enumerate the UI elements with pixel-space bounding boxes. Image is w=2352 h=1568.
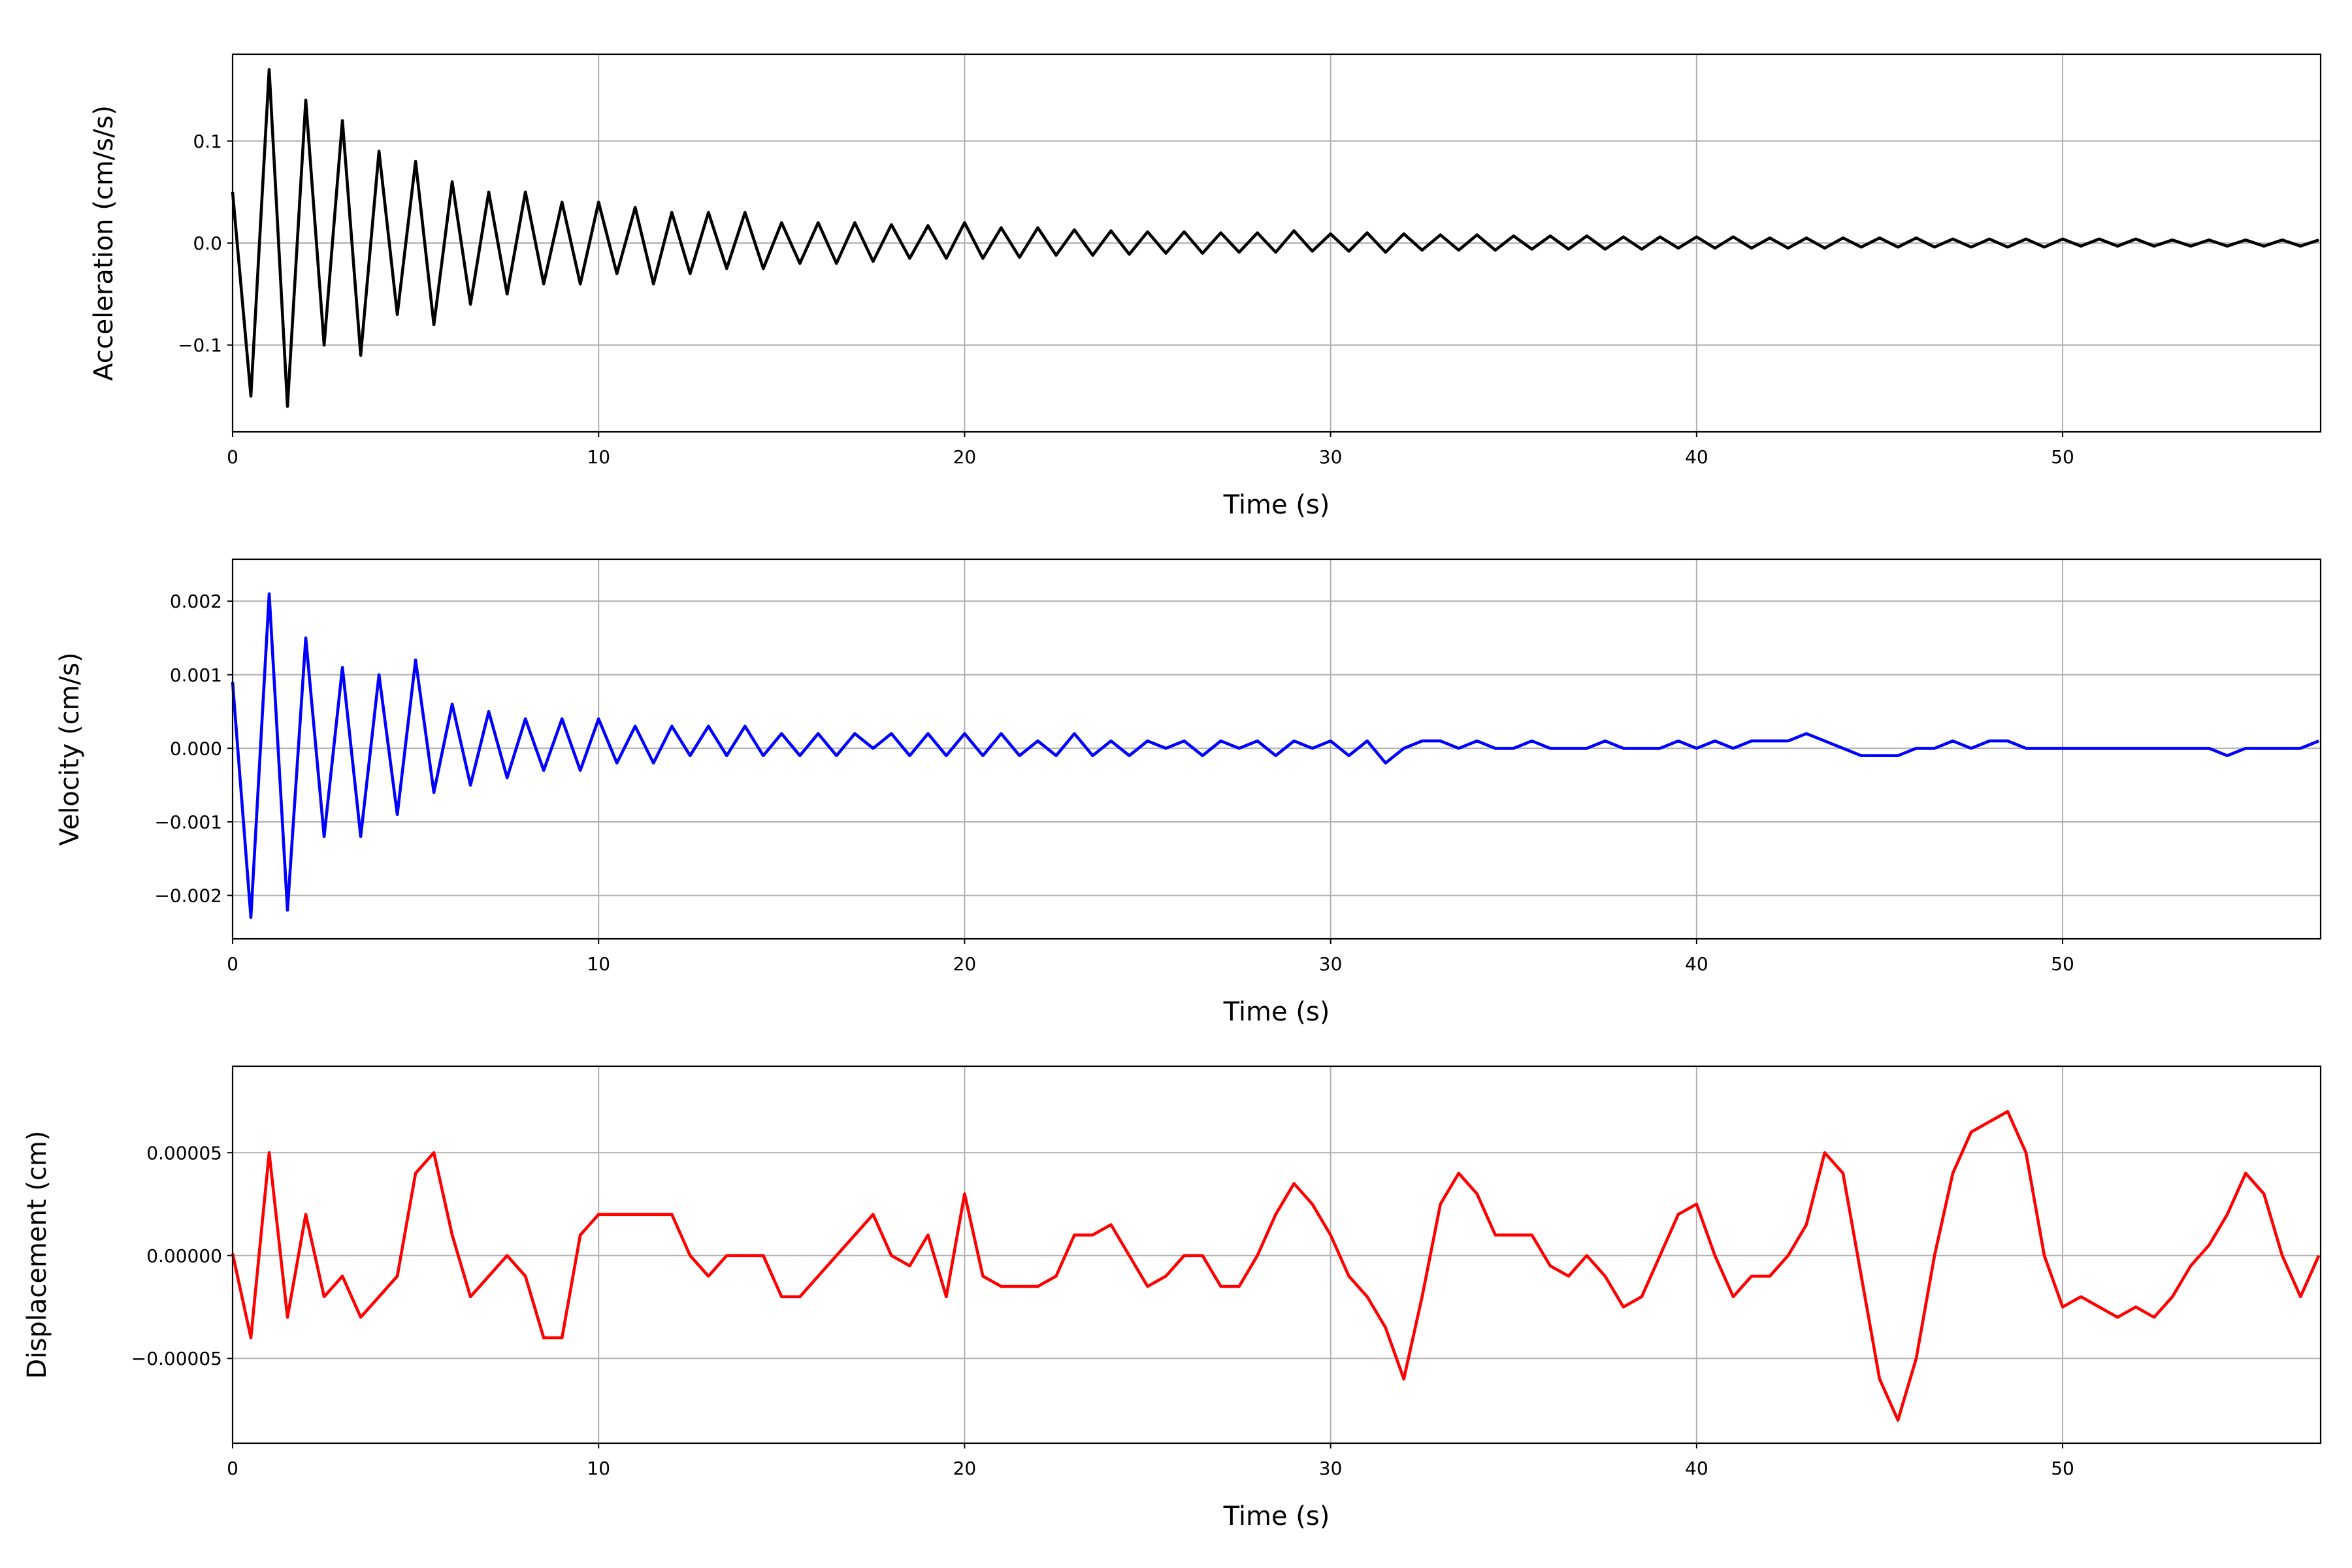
x-tick-label: 20 [953, 953, 977, 975]
x-tick-label: 30 [1319, 446, 1343, 468]
x-tick-label: 20 [953, 1458, 977, 1479]
x-tick-label: 0 [227, 953, 238, 975]
y-tick-label: 0.00005 [146, 1142, 222, 1164]
y-tick-label: 0.0 [193, 233, 222, 254]
x-tick-label: 40 [1685, 446, 1708, 468]
x-tick-label: 50 [2051, 953, 2074, 975]
y-tick-label: 0.002 [170, 591, 222, 612]
data-line [231, 1110, 2321, 1422]
y-tick-label: 0.000 [170, 738, 222, 759]
y-tick-label: −0.002 [154, 885, 222, 907]
y-tick-label: −0.00005 [131, 1348, 222, 1369]
x-tick-label: 0 [227, 1458, 238, 1479]
y-tick-label: 0.001 [170, 664, 222, 686]
x-axis-label: Time (s) [1223, 997, 1330, 1027]
y-axis-label: Acceleration (cm/s/s) [89, 105, 119, 381]
x-tick-label: 0 [227, 446, 238, 468]
y-axis-label: Velocity (cm/s) [55, 652, 85, 845]
x-tick-label: 10 [587, 953, 610, 975]
x-tick-label: 20 [953, 446, 977, 468]
y-tick-label: −0.1 [178, 335, 222, 356]
x-tick-label: 10 [587, 446, 610, 468]
plot-frame [231, 53, 2322, 433]
x-tick-label: 50 [2051, 446, 2074, 468]
data-line [231, 68, 2319, 408]
x-tick-label: 30 [1319, 953, 1343, 975]
x-axis-label: Time (s) [1223, 1501, 1330, 1531]
x-tick-label: 10 [587, 1458, 610, 1479]
y-axis-label: Displacement (cm) [22, 1131, 52, 1379]
x-tick-label: 40 [1685, 1458, 1708, 1479]
y-tick-label: −0.001 [154, 811, 222, 833]
x-axis-label: Time (s) [1223, 490, 1330, 520]
x-tick-label: 40 [1685, 953, 1708, 975]
y-tick-label: 0.00000 [146, 1245, 222, 1267]
data-line [231, 592, 2320, 919]
plot-frame [231, 558, 2322, 940]
x-tick-label: 30 [1319, 1458, 1343, 1479]
y-tick-label: 0.1 [193, 131, 222, 152]
x-tick-label: 50 [2051, 1458, 2074, 1479]
plot-frame [231, 1065, 2322, 1445]
